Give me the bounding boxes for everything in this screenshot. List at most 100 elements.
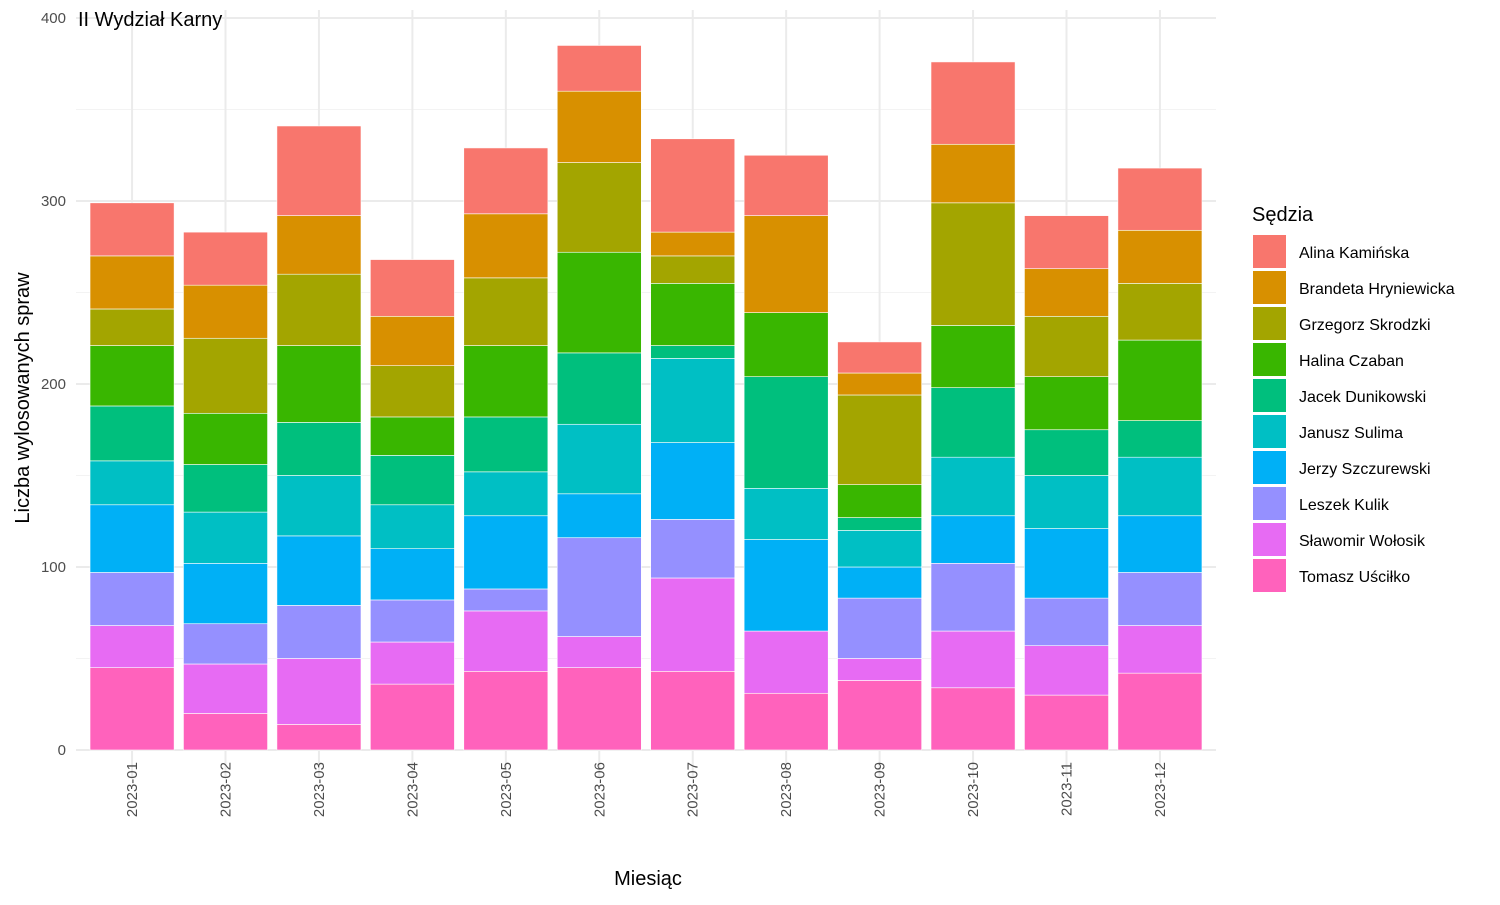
bar-segment: [463, 213, 549, 279]
bar-segment: [930, 202, 1016, 326]
bar-segment: [743, 630, 829, 694]
legend-swatch: [1253, 379, 1286, 412]
bar-segment: [650, 671, 736, 751]
bar-segment: [930, 687, 1016, 751]
bar-segment: [183, 231, 268, 286]
bar-segment: [463, 610, 549, 672]
bar-segment: [837, 566, 922, 599]
y-tick-label: 200: [41, 376, 66, 393]
legend-label: Grzegorz Skrodzki: [1299, 317, 1431, 334]
bar-segment: [89, 625, 175, 668]
bar-segment: [556, 90, 642, 163]
bar-segment: [370, 599, 455, 643]
bar-segment: [1024, 597, 1109, 646]
bar-segment: [89, 504, 175, 573]
bar-segment: [89, 202, 175, 257]
bar-segment: [930, 515, 1016, 564]
legend-items: Alina Kamińska Brandeta Hryniewicka Grzego…: [1253, 235, 1455, 592]
bar-segment: [650, 442, 736, 520]
bar-segment: [463, 588, 549, 612]
bar-segment: [463, 416, 549, 473]
bar-segment: [650, 519, 736, 579]
bar-segment: [1024, 215, 1109, 270]
bar-segment: [837, 680, 922, 751]
bar-segment: [1117, 625, 1203, 674]
bar-segment: [837, 372, 922, 396]
x-tick-label: 2023-09: [872, 762, 889, 817]
bar-segment: [1117, 420, 1203, 458]
bar-segment: [743, 154, 829, 216]
bar-segment: [930, 325, 1016, 388]
bar-segment: [930, 143, 1016, 204]
bar-segment: [556, 537, 642, 637]
chart-title: II Wydział Karny: [78, 9, 222, 31]
bar-segment: [556, 667, 642, 751]
bar-segment: [650, 231, 736, 257]
bar-segment: [1024, 645, 1109, 696]
bar-segment: [556, 251, 642, 354]
bar-segment: [556, 423, 642, 495]
x-tick-label: 2023-02: [218, 762, 235, 817]
bar-segment: [837, 484, 922, 518]
legend-label: Sławomir Wołosik: [1299, 533, 1426, 550]
bar-segment: [89, 405, 175, 462]
bar-segment: [743, 215, 829, 313]
bar-segment: [89, 572, 175, 626]
bar-segment: [743, 312, 829, 377]
y-tick-label: 400: [41, 10, 66, 27]
bar-segment: [1117, 515, 1203, 573]
bar-segment: [837, 597, 922, 659]
bar-segment: [650, 358, 736, 443]
bar-segment: [650, 345, 736, 359]
bar-segment: [463, 515, 549, 590]
bar-segment: [1117, 456, 1203, 517]
bar-segment: [463, 147, 549, 215]
bar-segment: [183, 337, 268, 414]
x-axis-title: Miesiąc: [614, 868, 682, 890]
bar-segment: [89, 667, 175, 751]
bar-segment: [370, 365, 455, 418]
bar-segment: [276, 125, 362, 216]
x-tick-label: 2023-12: [1152, 762, 1169, 817]
bar-segment: [89, 308, 175, 346]
bar-segment: [276, 475, 362, 537]
bar-segment: [650, 577, 736, 672]
bar-segment: [556, 493, 642, 539]
bar-segment: [370, 315, 455, 367]
bar-segment: [650, 138, 736, 233]
legend-swatch: [1253, 451, 1286, 484]
y-tick-label: 300: [41, 193, 66, 210]
legend-swatch: [1253, 487, 1286, 520]
bar-segment: [276, 535, 362, 606]
bar-segment: [463, 277, 549, 346]
x-tick-label: 2023-04: [404, 762, 421, 817]
legend-label: Janusz Sulima: [1299, 425, 1403, 442]
legend-swatch: [1253, 415, 1286, 448]
legend-label: Jacek Dunikowski: [1299, 389, 1426, 406]
bar-segment: [1117, 339, 1203, 421]
y-tick-label: 100: [41, 559, 66, 576]
bar-segment: [463, 345, 549, 418]
bar-segment: [370, 416, 455, 456]
legend-swatch: [1253, 307, 1286, 340]
bar-segment: [276, 724, 362, 751]
bar-segment: [930, 61, 1016, 145]
bar-segment: [89, 255, 175, 310]
bar-segment: [1024, 475, 1109, 529]
bar-segment: [183, 663, 268, 714]
bar-segment: [370, 455, 455, 506]
x-tick-label: 2023-10: [965, 762, 982, 817]
bar-segment: [370, 259, 455, 317]
bar-segment: [743, 376, 829, 489]
x-axis-ticks: 2023-01 2023-02 2023-03 2023-04 2023-05 2023-…: [124, 762, 1169, 817]
bar-segment: [1117, 672, 1203, 751]
legend-label: Jerzy Szczurewski: [1299, 461, 1431, 478]
bar-segment: [370, 641, 455, 685]
x-tick-label: 2023-05: [498, 762, 515, 817]
legend-swatch: [1253, 559, 1286, 592]
bar-segment: [1024, 268, 1109, 317]
bar-segment: [276, 422, 362, 476]
legend: Sędzia Alina Kamińska Brandeta Hryniewick…: [1252, 204, 1455, 592]
bar-segment: [1024, 376, 1109, 431]
bar-segment: [743, 488, 829, 540]
